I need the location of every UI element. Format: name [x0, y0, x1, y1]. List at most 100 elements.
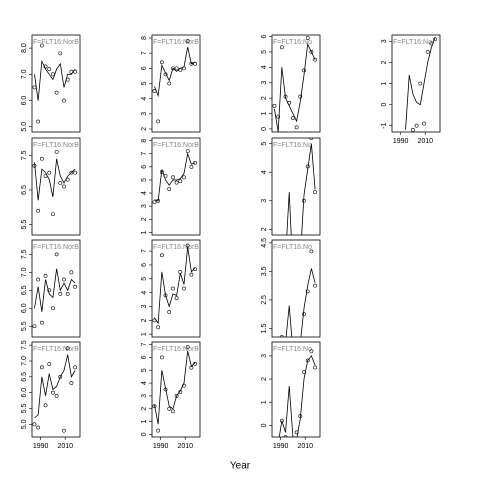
- point: [43, 403, 48, 408]
- y-tick-label: 5: [141, 81, 148, 85]
- y-tick-label: 5.0: [21, 122, 28, 132]
- point: [171, 409, 175, 414]
- y-tick-label: 3.5: [261, 266, 268, 276]
- point: [152, 404, 157, 409]
- point: [193, 161, 197, 165]
- y-tick-label: 1: [261, 111, 268, 115]
- panel-title: F=FLT16:NorBa: [153, 142, 203, 149]
- y-tick-label: 4: [261, 170, 268, 174]
- point: [298, 414, 303, 419]
- point: [189, 61, 194, 66]
- y-tick-label: -1: [381, 122, 388, 128]
- point: [51, 390, 55, 395]
- point: [167, 310, 172, 314]
- panel: 2 3 4 5 6 7 8 F=FLT16:NorBa: [141, 34, 203, 133]
- point: [39, 365, 44, 370]
- x-tick-label: 1990: [393, 138, 409, 145]
- point: [193, 361, 197, 366]
- x-tick-label: 1990: [33, 443, 49, 450]
- fit-line: [34, 268, 76, 312]
- point: [291, 276, 294, 279]
- point: [283, 435, 288, 437]
- point: [174, 180, 179, 185]
- point: [185, 39, 190, 43]
- plot-area: F=FLT16:NorBa: [152, 243, 200, 330]
- point: [156, 428, 161, 433]
- y-tick-label: 1: [261, 400, 268, 404]
- point: [182, 383, 186, 388]
- point: [73, 365, 77, 370]
- point: [152, 89, 157, 93]
- point: [272, 103, 277, 108]
- point: [171, 66, 175, 71]
- plot-area: F=FLT16:NorBa: [32, 244, 83, 329]
- panel-title: F=FLT16:No: [273, 39, 312, 46]
- point: [65, 77, 70, 82]
- point: [305, 36, 310, 40]
- point: [178, 179, 183, 184]
- panel-title: F=FLT16:NorBa: [33, 244, 83, 251]
- y-tick-label: 8: [141, 36, 148, 40]
- x-axis-label: Year: [230, 461, 251, 472]
- point: [36, 208, 41, 213]
- point: [167, 187, 172, 192]
- plot-area: F=FLT16:No: [273, 138, 317, 279]
- panel-frame: [271, 341, 321, 438]
- point: [414, 123, 419, 128]
- y-tick-label: 6.5: [21, 285, 28, 295]
- x-tick-label: 1990: [153, 443, 169, 450]
- y-tick-label: 1: [141, 230, 148, 234]
- y-tick-label: 2: [261, 377, 268, 381]
- point: [178, 390, 183, 394]
- plot-area: F=FLT16:NorBa: [32, 346, 80, 433]
- point: [62, 428, 66, 433]
- point: [309, 50, 314, 54]
- point: [43, 64, 48, 69]
- point: [65, 291, 70, 296]
- y-tick-label: 1: [141, 332, 148, 336]
- panel-frame: [271, 34, 321, 133]
- y-tick-label: 7: [141, 249, 148, 253]
- point: [404, 133, 407, 136]
- panel-title: F=FLT16:No: [273, 142, 312, 149]
- panel-title: F=FLT16:NorBa: [153, 39, 203, 46]
- point: [277, 361, 280, 364]
- plot-area: F=FLT16:No: [273, 244, 317, 364]
- point: [167, 406, 172, 411]
- y-tick-label: 4: [141, 381, 148, 385]
- y-tick-label: 7.5: [21, 340, 28, 350]
- plot-area: F=FLT16:NorBa: [152, 345, 203, 433]
- fit-line: [274, 42, 316, 132]
- y-tick-label: 2: [141, 407, 148, 411]
- y-tick-label: 5.0: [21, 419, 28, 429]
- point: [313, 57, 317, 62]
- y-tick-label: 2: [381, 60, 388, 64]
- y-tick-label: 2: [261, 227, 268, 231]
- panel-frame: [271, 137, 321, 236]
- panel-title: F=FLT16:NorBa: [33, 39, 83, 46]
- y-tick-label: 1.5: [261, 323, 268, 333]
- plot-area: F=FLT16:No: [393, 36, 437, 136]
- y-tick-label: 3: [141, 204, 148, 208]
- point: [47, 170, 52, 175]
- panel-title: F=FLT16:No: [393, 39, 432, 46]
- point: [171, 286, 175, 291]
- y-tick-label: 8.0: [21, 43, 28, 53]
- point: [39, 320, 44, 325]
- panel: 1 2 3 4 5 6 7 8 F=FLT16:NorBa: [141, 137, 203, 236]
- point: [291, 440, 294, 443]
- point: [313, 365, 317, 370]
- panel-title: F=FLT16:No: [273, 346, 312, 353]
- point: [65, 177, 70, 182]
- point: [152, 200, 157, 205]
- panel-frame: [151, 137, 201, 236]
- point: [156, 119, 161, 124]
- y-tick-label: 7: [141, 51, 148, 55]
- point: [32, 324, 37, 329]
- y-tick-label: 7.0: [21, 356, 28, 366]
- panel: 0 1 2 3 4 5 6 F=FLT16:No: [261, 34, 321, 133]
- plot-area: F=FLT16:NorBa: [152, 39, 203, 124]
- fit-line: [34, 158, 76, 201]
- panel-title: F=FLT16:NorBa: [153, 346, 203, 353]
- x-tick-label: 1990: [273, 443, 289, 450]
